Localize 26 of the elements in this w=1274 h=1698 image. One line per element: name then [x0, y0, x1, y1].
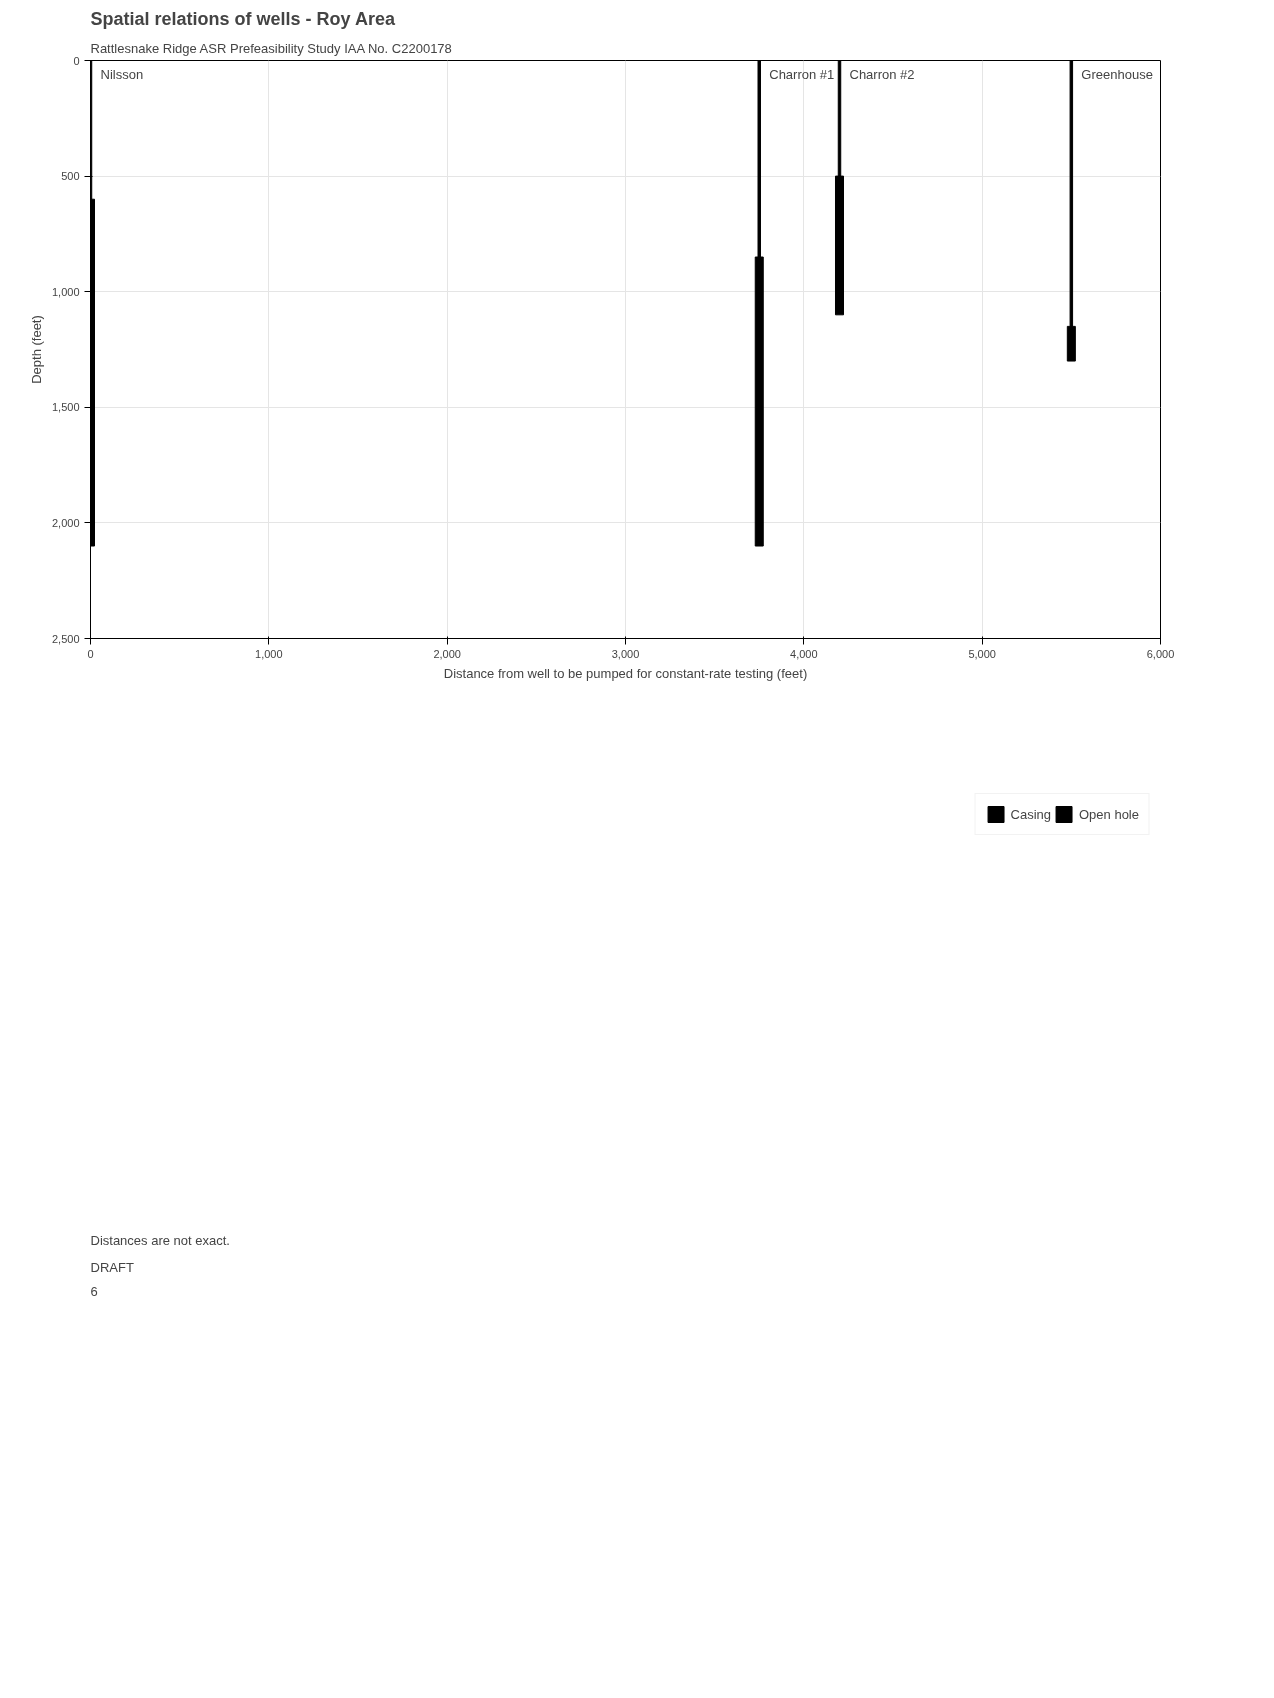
chart-subtitle: Rattlesnake Ridge ASR Prefeasibility Study IAA No. C2200178 — [90, 40, 452, 56]
x-axis-title: Distance from well to be pumped for constant-rate testing (feet) — [443, 665, 808, 681]
y-tick-label: 2,000 — [51, 516, 80, 529]
annotation: Nilsson — [100, 66, 144, 82]
text: DRAFT — [90, 1259, 134, 1275]
y-tick-label: 1,500 — [51, 401, 80, 414]
x-tick-label: 3,000 — [611, 647, 640, 660]
annotation: Charron #2 — [849, 66, 915, 82]
legend-label: Open hole — [1079, 806, 1139, 822]
y-tick-label: 500 — [61, 170, 80, 183]
y-tick-label: 1,000 — [51, 285, 80, 298]
x-tick-label: 0 — [87, 647, 94, 660]
chart-title: Spatial relations of wells - Roy Area — [90, 8, 396, 29]
x-tick-label: 5,000 — [968, 647, 996, 660]
text: Distances are not exact. — [90, 1232, 230, 1248]
x-tick-label: 6,000 — [1146, 647, 1175, 660]
annotation: Charron #1 — [769, 66, 835, 82]
x-tick-label: 4,000 — [790, 647, 818, 660]
legend-label: Casing — [1010, 806, 1051, 822]
y-axis-title: Depth (feet) — [28, 315, 44, 384]
y-tick-label: 0 — [73, 54, 80, 67]
y-tick-label: 2,500 — [51, 632, 80, 645]
text: 6 — [90, 1283, 98, 1299]
x-tick-label: 2,000 — [433, 647, 461, 660]
annotation: Greenhouse — [1081, 66, 1153, 82]
x-tick-label: 1,000 — [255, 647, 283, 660]
